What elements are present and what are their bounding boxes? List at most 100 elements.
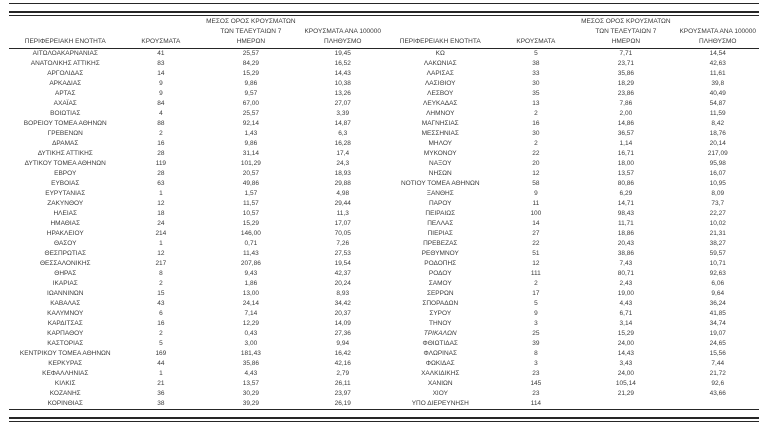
cases-value-cell: 88 <box>157 120 165 127</box>
per100k-value-cell: 24,3 <box>336 160 350 167</box>
per100k-value-cell: 34,74 <box>709 320 726 327</box>
table-row: ΝΑΞΟΥ 20 18,00 95,98 <box>384 159 759 169</box>
cases-value-cell: 9 <box>534 190 538 197</box>
cases-value-cell: 14 <box>157 70 165 77</box>
avg7-value-cell: 181,43 <box>240 350 261 357</box>
top-double-rule <box>9 11 759 16</box>
region-name-cell: ΣΥΡΟΥ <box>429 310 452 317</box>
table-row: ΚΕΝΤΡΙΚΟΥ ΤΟΜΕΑ ΑΘΗΝΩΝ 169 181,43 16,42 <box>9 349 384 359</box>
region-name-cell: ΑΝΑΤΟΛΙΚΗΣ ΑΤΤΙΚΗΣ <box>30 60 100 67</box>
cases-value-cell: 63 <box>157 180 165 187</box>
cases-value-cell: 2 <box>534 110 538 117</box>
cases-value-cell: 12 <box>157 200 165 207</box>
per100k-value-cell: 27,07 <box>334 100 351 107</box>
region-name-cell: ΦΘΙΩΤΙΔΑΣ <box>422 340 458 347</box>
cases-value-cell: 30 <box>532 130 540 137</box>
region-name-cell: ΚΕΦΑΛΛΗΝΙΑΣ <box>42 370 89 377</box>
avg7-value-cell: 38,86 <box>617 250 635 257</box>
table-row: ΛΗΜΝΟΥ 2 2,00 11,59 <box>384 109 759 119</box>
table-row: ΧΑΛΚΙΔΙΚΗΣ 23 24,00 21,72 <box>384 369 759 379</box>
per100k-value-cell: 3,39 <box>336 110 350 117</box>
per100k-value-cell: 24,65 <box>709 340 726 347</box>
col-header-per100k: ΚΡΟΥΣΜΑΤΑ ΑΝΑ 100000 ΠΛΗΘΥΣΜΟ <box>301 16 384 49</box>
region-name-cell: ΡΕΘΥΜΝΟΥ <box>421 250 459 257</box>
per100k-value-cell: 38,27 <box>709 240 726 247</box>
region-name-cell: ΑΧΑΪΑΣ <box>53 100 77 107</box>
table-row: ΒΟΡΕΙΟΥ ΤΟΜΕΑ ΑΘΗΝΩΝ 88 92,14 14,87 <box>9 119 384 129</box>
region-name-cell: ΜΥΚΟΝΟΥ <box>423 150 457 157</box>
region-name-cell: ΙΩΑΝΝΙΝΩΝ <box>47 290 84 297</box>
avg7-value-cell: 3,14 <box>619 320 633 327</box>
cases-value-cell: 14 <box>532 220 540 227</box>
cases-table-left: ΠΕΡΙΦΕΡΕΙΑΚΗ ΕΝΟΤΗΤΑ ΚΡΟΥΣΜΑΤΑ ΜΕΣΟΣ ΟΡΟ… <box>9 16 384 410</box>
per100k-value-cell: 10,02 <box>709 220 726 227</box>
avg7-value-cell: 9,86 <box>244 140 258 147</box>
table-row: ΑΧΑΪΑΣ 84 67,00 27,07 <box>9 99 384 109</box>
region-name-cell: ΡΟΔΟΥ <box>428 270 452 277</box>
cases-value-cell: 16 <box>532 120 540 127</box>
cases-value-cell: 11 <box>532 200 540 207</box>
cases-value-cell: 8 <box>534 350 538 357</box>
cases-value-cell: 25 <box>532 330 540 337</box>
per100k-value-cell: 17,07 <box>334 220 351 227</box>
table-row: ΑΡΚΑΔΙΑΣ 9 9,86 10,38 <box>9 79 384 89</box>
per100k-value-cell: 54,87 <box>709 100 726 107</box>
per100k-value-cell: 15,56 <box>709 350 726 357</box>
table-row: ΘΗΡΑΣ 8 9,43 42,37 <box>9 269 384 279</box>
cases-value-cell: 145 <box>530 380 542 387</box>
avg7-value-cell: 11,43 <box>242 250 259 257</box>
cases-value-cell: 217 <box>155 260 167 267</box>
avg7-value-cell: 2,43 <box>619 280 633 287</box>
avg7-value-cell: 24,00 <box>617 340 635 347</box>
avg7-value-cell: 15,29 <box>617 330 635 337</box>
table-row: ΘΕΣΣΑΛΟΝΙΚΗΣ 217 207,86 19,54 <box>9 259 384 269</box>
region-name-cell: ΦΩΚΙΔΑΣ <box>425 360 455 367</box>
cases-value-cell: 1 <box>159 190 163 197</box>
cases-value-cell: 2 <box>159 130 163 137</box>
per100k-value-cell: 13,26 <box>334 90 351 97</box>
cases-value-cell: 5 <box>534 300 538 307</box>
avg7-value-cell: 6,29 <box>619 190 633 197</box>
cases-value-cell: 36 <box>157 390 165 397</box>
region-name-cell: ΚΑΒΑΛΑΣ <box>50 300 81 307</box>
region-name-cell: ΞΑΝΘΗΣ <box>426 190 454 197</box>
table-row: ΚΙΛΚΙΣ 21 13,57 26,11 <box>9 379 384 389</box>
cases-value-cell: 169 <box>155 350 167 357</box>
cases-value-cell: 100 <box>530 210 542 217</box>
region-name-cell: ΘΑΣΟΥ <box>54 240 77 247</box>
region-name-cell: ΑΙΤΩΛΟΑΚΑΡΝΑΝΙΑΣ <box>32 50 98 57</box>
region-name-cell: ΥΠΟ ΔΙΕΡΕΥΝΗΣΗ <box>384 399 497 410</box>
avg7-value-cell: 7,43 <box>619 260 633 267</box>
cases-value-cell: 17 <box>532 290 540 297</box>
cases-value-cell: 18 <box>157 210 165 217</box>
table-row: ΡΟΔΟΥ 111 80,71 92,63 <box>384 269 759 279</box>
avg7-value-cell: 6,71 <box>619 310 633 317</box>
per100k-value-cell: 14,43 <box>334 70 351 77</box>
cases-value-cell: 1 <box>159 370 163 377</box>
region-name-cell: ΝΟΤΙΟΥ ΤΟΜΕΑ ΑΘΗΝΩΝ <box>400 180 480 187</box>
col-header-region-label: ΠΕΡΙΦΕΡΕΙΑΚΗ ΕΝΟΤΗΤΑ <box>24 38 106 45</box>
cases-value-cell: 12 <box>532 170 540 177</box>
header-row: ΠΕΡΙΦΕΡΕΙΑΚΗ ΕΝΟΤΗΤΑ ΚΡΟΥΣΜΑΤΑ ΜΕΣΟΣ ΟΡΟ… <box>9 16 384 49</box>
per100k-value-cell: 9,64 <box>711 290 725 297</box>
region-name-cell: ΛΕΥΚΑΔΑΣ <box>423 100 458 107</box>
cases-value-cell: 20 <box>532 160 540 167</box>
table-row: ΞΑΝΘΗΣ 9 6,29 8,09 <box>384 189 759 199</box>
table-row: ΕΥΡΥΤΑΝΙΑΣ 1 1,57 4,98 <box>9 189 384 199</box>
table-row: ΜΗΛΟΥ 2 1,14 20,14 <box>384 139 759 149</box>
cases-value-cell: 2 <box>159 330 163 337</box>
avg7-value-cell: 1,86 <box>244 280 258 287</box>
col-header-avg7: ΜΕΣΟΣ ΟΡΟΣ ΚΡΟΥΣΜΑΤΩΝ ΤΩΝ ΤΕΛΕΥΤΑΙΩΝ 7 Η… <box>575 16 677 49</box>
region-name-cell: ΕΥΒΟΙΑΣ <box>51 180 80 187</box>
regional-cases-tables: ΠΕΡΙΦΕΡΕΙΑΚΗ ΕΝΟΤΗΤΑ ΚΡΟΥΣΜΑΤΑ ΜΕΣΟΣ ΟΡΟ… <box>9 16 759 410</box>
avg7-value-cell: 4,43 <box>244 370 258 377</box>
table-row: ΘΕΣΠΡΩΤΙΑΣ 12 11,43 27,53 <box>9 249 384 259</box>
per100k-value-cell: 6,06 <box>711 280 725 287</box>
col-header-per100k: ΚΡΟΥΣΜΑΤΑ ΑΝΑ 100000 ΠΛΗΘΥΣΜΟ <box>676 16 759 49</box>
avg7-value-cell: 67,00 <box>242 100 260 107</box>
region-name-cell: ΤΡΙΚΑΛΩΝ <box>423 330 457 337</box>
per100k-value-cell: 40,49 <box>709 90 726 97</box>
cases-value-cell: 83 <box>157 60 165 67</box>
avg7-value-cell: 7,86 <box>619 100 633 107</box>
